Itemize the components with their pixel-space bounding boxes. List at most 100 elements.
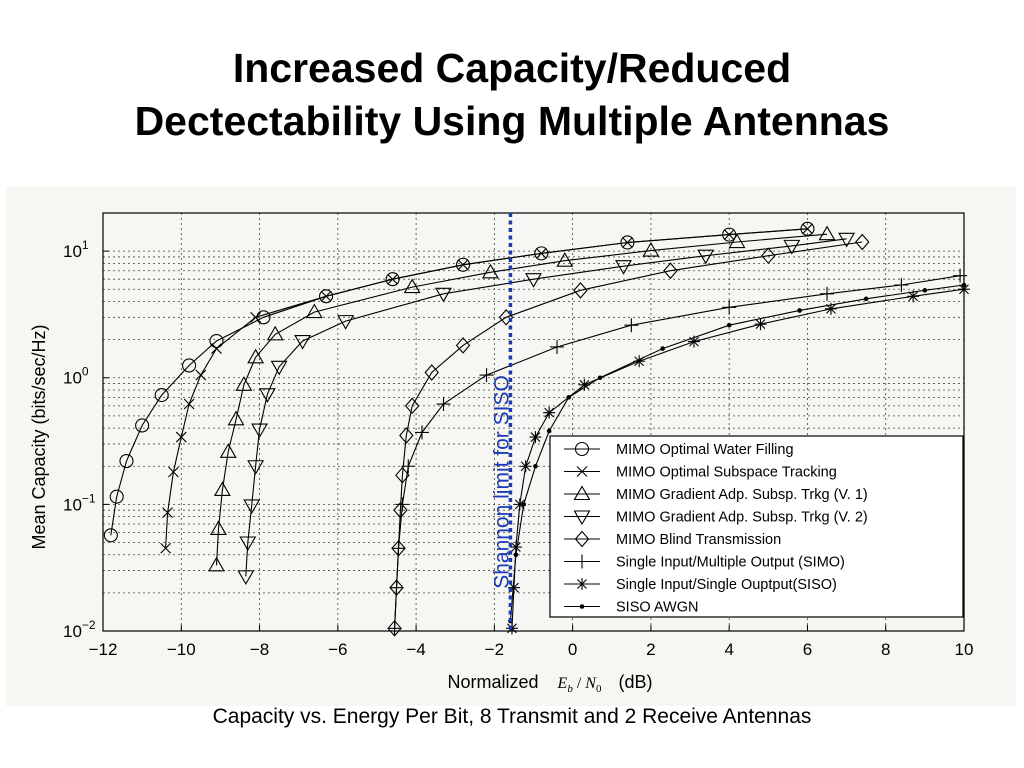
data-point	[391, 541, 406, 556]
data-point	[723, 229, 735, 241]
plot-frame	[102, 212, 965, 632]
data-point	[209, 520, 227, 535]
data-point	[424, 364, 439, 381]
legend-entry: Single Input/Multiple Output (SIMO)	[616, 555, 845, 571]
data-point	[399, 427, 414, 444]
y-axis-label: Mean Capacity (bits/sec/Hz)	[29, 324, 49, 549]
series-line	[245, 238, 847, 577]
data-point	[235, 376, 253, 391]
data-point	[456, 257, 471, 272]
data-point	[213, 481, 231, 496]
data-point	[961, 282, 967, 288]
slide-title: Increased Capacity/Reduced Dectectabilit…	[0, 42, 1024, 148]
y-tick-mantissa: 10	[63, 622, 82, 641]
data-point	[824, 302, 837, 315]
x-tick-label: −10	[167, 640, 196, 659]
x-axis-label-slash: /	[573, 675, 585, 692]
data-point	[219, 443, 237, 458]
data-point	[855, 233, 870, 251]
data-point	[250, 311, 262, 323]
series-group	[508, 282, 967, 624]
data-point	[183, 398, 195, 410]
series-group	[160, 223, 813, 554]
data-point	[761, 247, 776, 265]
data-point	[783, 239, 801, 255]
slide-title-line-1: Increased Capacity/Reduced	[232, 45, 792, 91]
data-point	[687, 335, 700, 348]
data-point	[697, 249, 715, 265]
data-point	[247, 348, 265, 364]
x-axis-label-0: 0	[596, 683, 602, 695]
data-point	[481, 263, 499, 279]
data-point	[521, 502, 527, 507]
data-point	[319, 289, 334, 304]
legend-marker	[579, 604, 585, 609]
annotation-layer: Shannon limit for SISO	[490, 213, 513, 631]
data-point	[160, 542, 172, 554]
data-point	[401, 459, 416, 474]
legend-box	[549, 435, 964, 618]
y-tick-label: 10−2	[63, 618, 96, 641]
data-point	[498, 308, 514, 326]
data-point	[162, 507, 173, 519]
x-tick-label: −6	[328, 640, 347, 659]
data-point	[802, 223, 813, 235]
series-group	[208, 225, 836, 572]
legend-marker	[575, 554, 589, 569]
legend-marker	[573, 485, 591, 501]
data-point	[387, 619, 402, 637]
x-tick-label: 2	[646, 640, 655, 659]
data-point	[838, 232, 856, 248]
data-point	[597, 375, 603, 381]
series-group	[387, 268, 968, 636]
data-point	[633, 355, 646, 368]
legend-entry: SISO AWGN	[616, 600, 698, 616]
legend: MIMO Optimal Water Filling MIMO Optimal S…	[549, 435, 964, 618]
data-point	[573, 282, 588, 299]
data-point	[109, 489, 124, 504]
data-point	[294, 334, 312, 350]
data-point	[820, 286, 835, 301]
data-point	[615, 260, 632, 275]
data-point	[119, 453, 134, 469]
data-point	[436, 397, 451, 412]
data-point	[251, 423, 268, 439]
data-point	[387, 273, 398, 285]
legend-marker	[574, 530, 590, 548]
data-point	[578, 378, 591, 391]
legend-entry: MIMO Optimal Subspace Tracking	[616, 465, 837, 481]
data-point	[507, 581, 520, 594]
legend-marker	[576, 466, 588, 477]
data-point	[389, 580, 404, 595]
series-line	[394, 275, 961, 629]
data-point	[237, 570, 255, 585]
data-point	[209, 333, 224, 349]
data-point	[182, 358, 197, 373]
data-point	[818, 225, 836, 241]
legend-marker	[574, 441, 590, 457]
y-tick-label: 100	[63, 365, 89, 388]
legend-entry: Single Input/Single Ouptput(SISO)	[616, 577, 837, 593]
data-point	[797, 308, 802, 313]
x-tick-label: 0	[568, 640, 577, 659]
data-point	[922, 288, 928, 293]
data-point	[894, 278, 909, 293]
data-point	[525, 273, 542, 288]
y-tick-mantissa: 10	[63, 369, 82, 388]
data-point	[556, 252, 574, 267]
x-tick-label: −2	[485, 640, 504, 659]
data-point	[457, 259, 469, 271]
data-point	[270, 360, 288, 376]
data-point	[103, 528, 118, 543]
data-point	[534, 246, 549, 261]
data-point	[211, 343, 222, 354]
x-tick-label: −4	[406, 640, 425, 659]
x-tick-label: 6	[803, 640, 812, 659]
data-point	[239, 536, 257, 552]
data-point	[513, 498, 526, 511]
legend-marker	[573, 510, 591, 526]
data-point	[513, 552, 519, 558]
data-point	[953, 268, 968, 283]
data-point	[660, 346, 665, 351]
x-axis-label: Normalized Eb / N0 (dB)	[448, 672, 653, 696]
